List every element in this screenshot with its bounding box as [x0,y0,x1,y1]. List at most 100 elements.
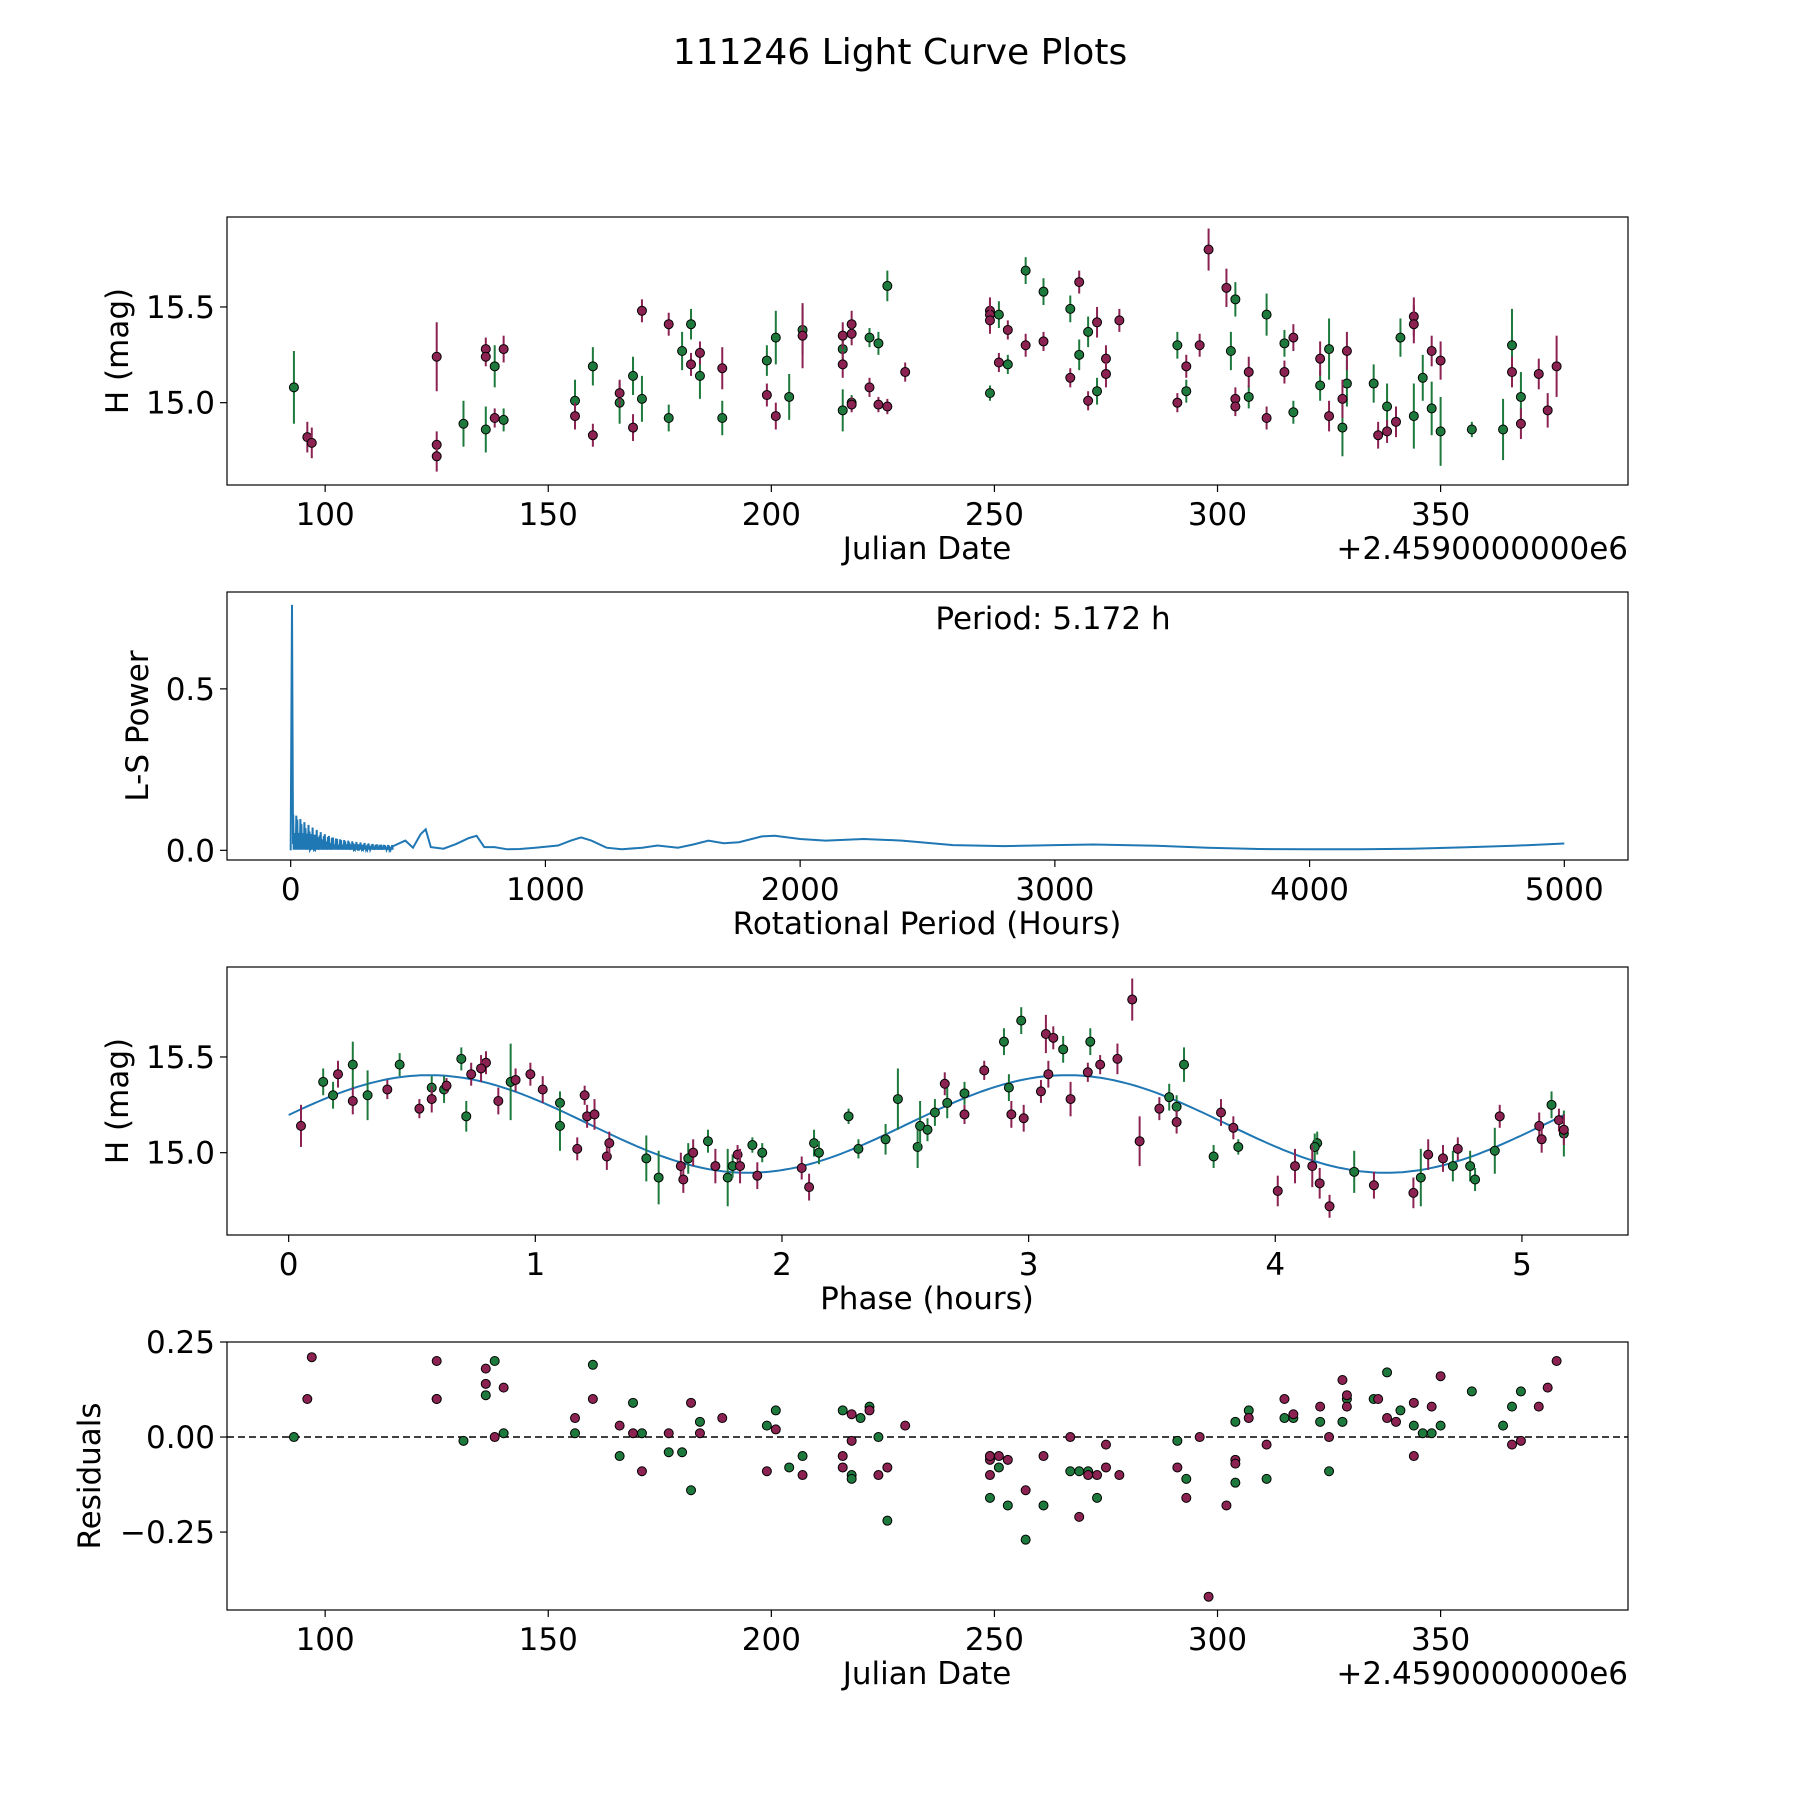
lightcurve-data-point [1341,378,1352,389]
phased-data-point [1134,1136,1145,1147]
phased-data-point [853,1143,864,1154]
residuals-data-point [1382,1413,1393,1424]
lightcurve-xtick-label: 300 [1188,497,1247,533]
phased-xtick-label: 1 [525,1247,545,1283]
lightcurve-data-point [587,430,598,441]
periodogram-xtick-label: 1000 [506,872,585,908]
residuals-data-point [663,1447,674,1458]
residuals-xtick-label: 200 [742,1622,801,1658]
lightcurve-data-point [1002,359,1013,370]
phased-data-point [1368,1180,1379,1191]
residuals-frame [226,1341,1629,1611]
residuals-data-point [882,1515,893,1526]
lightcurve-data-point [1092,386,1103,397]
residuals-data-point [1065,1466,1076,1477]
phased-data-point [942,1097,953,1108]
residuals-data-point [770,1405,781,1416]
residuals-data-point [1279,1394,1290,1405]
residuals-data-point [1426,1401,1437,1412]
residuals-data-point [1408,1420,1419,1431]
residuals-data-point [1074,1466,1085,1477]
lightcurve-data-point [837,330,848,341]
residuals-data-point [1382,1367,1393,1378]
residuals-data-point [1408,1451,1419,1462]
lightcurve-xlabel: Julian Date [841,531,1012,567]
phased-data-point [394,1059,405,1070]
residuals-data-point [1230,1458,1241,1469]
residuals-offset-text: +2.4590000000e6 [1336,1656,1628,1692]
residuals-data-point [1038,1451,1049,1462]
phased-frame [226,966,1629,1236]
phased-data-point [1438,1153,1449,1164]
residuals-data-point [1083,1470,1094,1481]
residuals-data-point [993,1462,1004,1473]
residuals-data-point [1315,1401,1326,1412]
phased-data-point [1127,994,1138,1005]
lightcurve-data-point [1074,349,1085,360]
lightcurve-data-point [1426,403,1437,414]
phased-data-point [1216,1107,1227,1118]
lightcurve-data-point [663,413,674,423]
lightcurve-data-point [628,370,639,381]
phased-data-point [1314,1178,1325,1189]
phased-data-point [318,1076,329,1087]
lightcurve-data-point [480,424,491,435]
residuals-ytick-label: 0.25 [146,1325,215,1361]
lightcurve-data-point [636,305,647,316]
phased-data-point [641,1153,652,1164]
lightcurve-data-point [1203,244,1214,255]
phased-data-point [1228,1122,1239,1133]
lightcurve-data-point [1020,265,1031,276]
lightcurve-data-point [1533,368,1544,379]
residuals-data-point [1506,1439,1517,1450]
lightcurve-data-point [1230,294,1241,305]
phased-data-point [1415,1172,1426,1183]
residuals-data-point [1181,1473,1192,1484]
phased-data-point [1452,1143,1463,1154]
phased-data-point [1470,1174,1481,1185]
phased-panel: 0 1 2 3 4 5 15.0 15.5 Phase (hours) H (mag) [100,966,1629,1317]
lightcurve-data-point [1230,401,1241,412]
residuals-xtick-label: 300 [1188,1622,1247,1658]
lightcurve-data-point [1288,407,1299,418]
lightcurve-data-point [1065,303,1076,314]
lightcurve-data-point [1194,340,1205,351]
residuals-data-point [694,1428,705,1439]
phased-data-point [1553,1115,1564,1126]
residuals-data-point [1092,1492,1103,1503]
residuals-data-point [1324,1432,1335,1443]
periodogram-xlabel: Rotational Period (Hours) [733,906,1122,942]
phased-data-point [1018,1113,1029,1124]
lightcurve-data-point [1395,332,1406,343]
phased-marks [288,978,1569,1218]
residuals-data-point [837,1451,848,1462]
lightcurve-data-point [1368,378,1379,389]
phased-data-point [804,1182,815,1193]
lightcurve-data-point [1225,346,1236,356]
phased-data-point [735,1161,746,1172]
lightcurve-data-point [489,361,500,372]
phased-data-point [1154,1103,1165,1114]
residuals-data-point [1337,1416,1348,1427]
lightcurve-xtick-label: 150 [519,497,578,533]
lightcurve-data-point [770,411,781,422]
phased-data-point [441,1080,452,1091]
phased-data-point [579,1090,590,1101]
residuals-data-point [1002,1500,1013,1511]
phased-data-point [1208,1151,1219,1162]
phased-data-point [1016,1015,1027,1026]
residuals-data-point [1324,1466,1335,1477]
lightcurve-data-point [1065,372,1076,383]
lightcurve-data-point [846,328,857,339]
lightcurve-data-point [694,347,705,358]
residuals-data-point [1466,1386,1477,1397]
lightcurve-data-point [1382,401,1393,412]
phased-data-point [1065,1094,1076,1105]
lightcurve-marks [288,228,1562,472]
phased-data-point [1546,1099,1557,1110]
residuals-data-point [570,1413,581,1424]
lightcurve-data-point [1100,368,1111,379]
phased-model-line [288,1074,1565,1174]
residuals-data-point [1020,1485,1031,1496]
